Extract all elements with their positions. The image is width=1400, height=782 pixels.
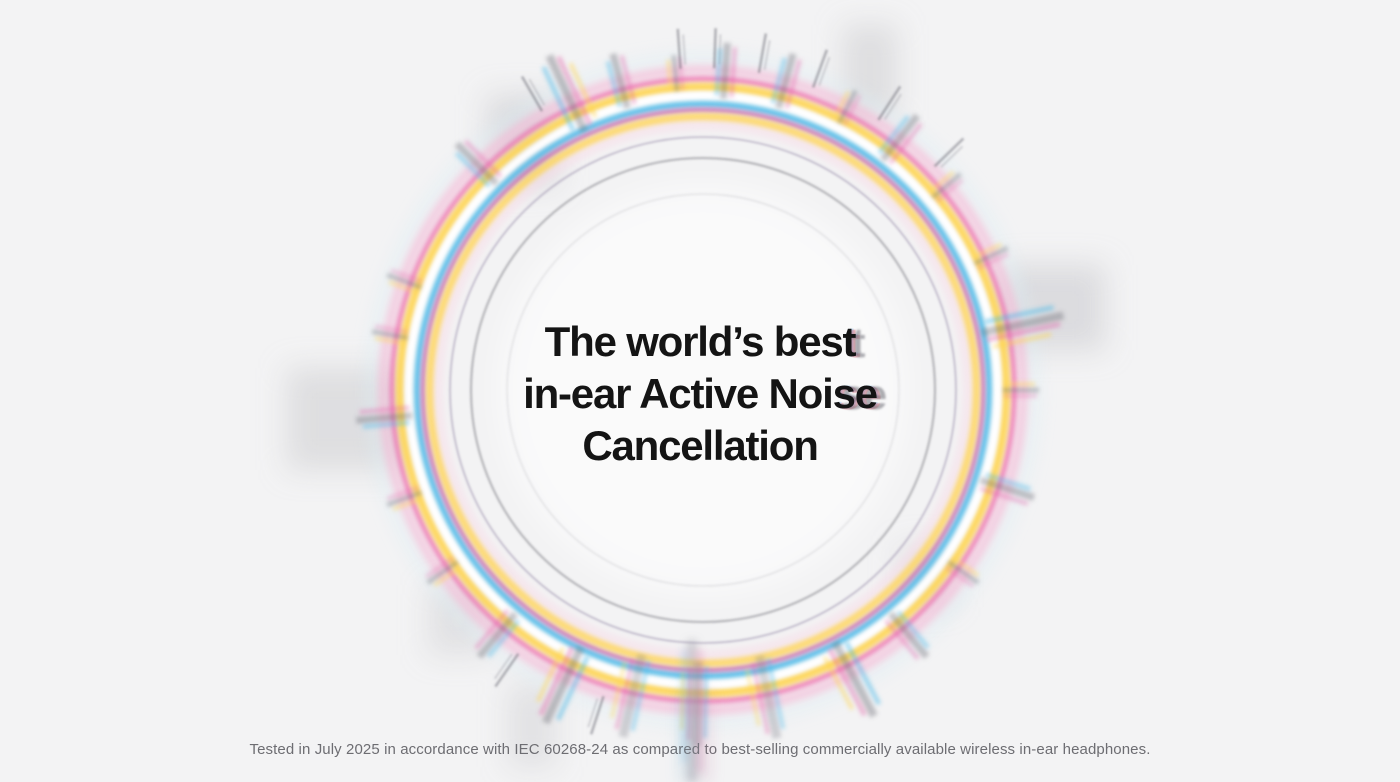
headline: The world’s best in-ear Active Noise Can… [0,316,1400,472]
headline-line-3-text: Cancellation [582,422,819,469]
headline-line-2-text: in-ear Active Noi [523,370,834,417]
headline-line-3: Cancellation [0,420,1400,472]
inner-circles [449,136,957,644]
footnote-disclaimer: Tested in July 2025 in accordance with I… [249,741,1151,758]
headline-line-1-ghost: t [842,318,857,365]
headline-line-2-ghost: se [832,370,879,417]
headline-line-1-text: The world’s bes [544,318,844,365]
headline-line-2: in-ear Active Noise [0,368,1400,420]
headline-line-1: The world’s best [0,316,1400,368]
center-drip [682,640,702,782]
